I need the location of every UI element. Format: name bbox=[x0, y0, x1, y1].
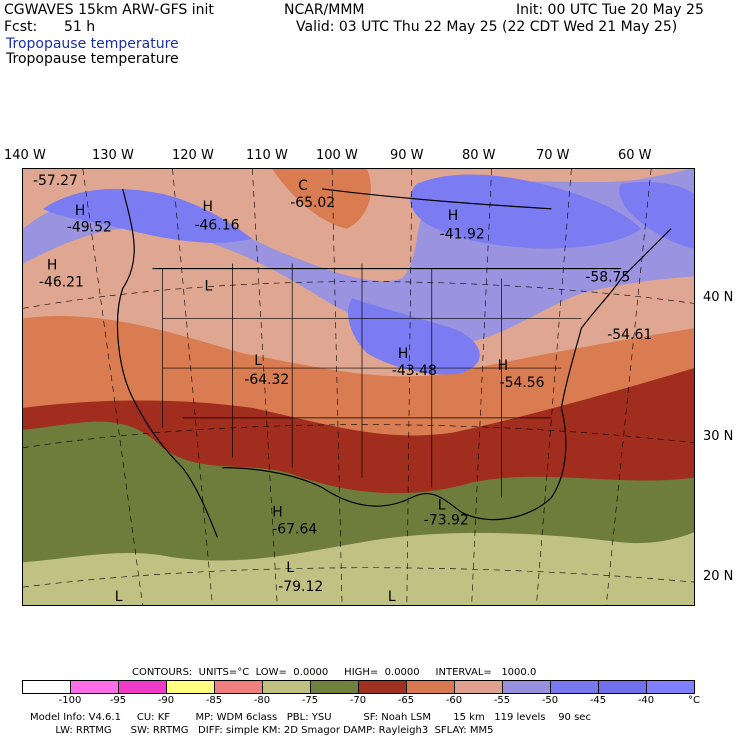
map-low-marker: L bbox=[254, 353, 262, 369]
colorbar-unit: °C bbox=[688, 695, 700, 706]
colorbar-tick: -45 bbox=[589, 695, 607, 706]
lon-label: 60 W bbox=[618, 148, 652, 163]
field-title-blue: Tropopause temperature bbox=[6, 36, 179, 52]
map-high-marker: H bbox=[448, 208, 458, 224]
colorbar-tick: -85 bbox=[205, 695, 223, 706]
colorbar-swatch bbox=[215, 681, 263, 693]
map-low-marker: L bbox=[204, 278, 212, 294]
colorbar-swatch bbox=[647, 681, 694, 693]
contour-info: CONTOURS: UNITS=°C LOW= 0.0000 HIGH= 0.0… bbox=[132, 667, 537, 678]
colorbar-swatch bbox=[359, 681, 407, 693]
forecast-label: Fcst: bbox=[4, 19, 38, 35]
colorbar-tick: -60 bbox=[445, 695, 463, 706]
map-low-marker: L bbox=[438, 497, 446, 513]
lon-label: 80 W bbox=[462, 148, 496, 163]
header-title: CGWAVES 15km ARW-GFS init bbox=[4, 2, 214, 18]
colorbar-tick: -100 bbox=[58, 695, 82, 706]
lon-label: 120 W bbox=[172, 148, 214, 163]
map-high-marker: H bbox=[398, 346, 408, 362]
colorbar-tick: -70 bbox=[349, 695, 367, 706]
field-blue-ne-corner bbox=[619, 181, 694, 249]
colorbar-swatch bbox=[71, 681, 119, 693]
colorbar-swatch bbox=[311, 681, 359, 693]
lat-label: 40 N bbox=[703, 290, 734, 305]
map-low-marker: L bbox=[115, 589, 123, 605]
colorbar-swatch bbox=[503, 681, 551, 693]
field-blue-central bbox=[348, 298, 480, 375]
colorbar-swatch bbox=[167, 681, 215, 693]
map-value-label: -41.92 bbox=[440, 227, 485, 243]
colorbar-tick: -75 bbox=[301, 695, 319, 706]
field-title-black: Tropopause temperature bbox=[6, 51, 179, 67]
map-high-marker: H bbox=[498, 358, 508, 374]
lon-label: 70 W bbox=[536, 148, 570, 163]
field-blue-northeast bbox=[410, 174, 642, 249]
colorbar-swatch bbox=[599, 681, 647, 693]
map-high-marker: H bbox=[202, 199, 212, 215]
forecast-value: 51 h bbox=[64, 19, 96, 35]
field-orange-north bbox=[272, 169, 371, 229]
map-high-marker: H bbox=[47, 258, 57, 274]
lon-label: 90 W bbox=[390, 148, 424, 163]
model-info-line2: LW: RRTMG SW: RRTMG DIFF: simple KM: 2D … bbox=[30, 725, 494, 736]
lon-label: 110 W bbox=[246, 148, 288, 163]
colorbar-tick: -55 bbox=[493, 695, 511, 706]
graticule bbox=[23, 169, 694, 605]
header-init: Init: 00 UTC Tue 20 May 25 bbox=[516, 2, 704, 18]
header-org: NCAR/MMM bbox=[284, 2, 365, 18]
map-low-marker: L bbox=[286, 560, 294, 576]
map-high-marker: H bbox=[272, 504, 282, 520]
map-value-label: -65.02 bbox=[290, 195, 335, 211]
map-value-label: -58.75 bbox=[585, 269, 630, 285]
tropopause-map: -57.27 H -49.52 H -46.16 C -65.02 H -41.… bbox=[22, 168, 695, 606]
map-value-label: -43.48 bbox=[392, 363, 437, 379]
map-value-label: -57.27 bbox=[33, 173, 78, 189]
field-tan-band bbox=[23, 532, 694, 605]
colorbar-swatch bbox=[23, 681, 71, 693]
coastline-outline bbox=[116, 188, 672, 538]
map-value-label: -46.16 bbox=[194, 218, 239, 234]
colorbar-tick: -40 bbox=[637, 695, 655, 706]
lat-label: 30 N bbox=[703, 429, 734, 444]
colorbar-tick: -80 bbox=[253, 695, 271, 706]
map-value-label: -46.21 bbox=[39, 274, 84, 290]
model-info-line1: Model Info: V4.6.1 CU: KF MP: WDM 6class… bbox=[30, 712, 591, 723]
map-value-label: -67.64 bbox=[272, 521, 317, 537]
map-value-label: -54.56 bbox=[500, 375, 545, 391]
state-borders bbox=[162, 263, 582, 498]
field-blue-upper-left bbox=[42, 188, 253, 243]
colorbar-swatch bbox=[119, 681, 167, 693]
colorbar bbox=[22, 680, 695, 694]
map-value-label: -73.92 bbox=[424, 512, 469, 528]
colorbar-swatch bbox=[455, 681, 503, 693]
colorbar-tick: -95 bbox=[109, 695, 127, 706]
colorbar-swatch bbox=[407, 681, 455, 693]
map-value-label: -79.12 bbox=[278, 579, 323, 595]
map-center-marker: C bbox=[298, 178, 308, 194]
colorbar-tick: -90 bbox=[157, 695, 175, 706]
header-valid: Valid: 03 UTC Thu 22 May 25 (22 CDT Wed … bbox=[296, 19, 678, 35]
lat-label: 20 N bbox=[703, 569, 734, 584]
colorbar-tick: -65 bbox=[397, 695, 415, 706]
map-high-marker: H bbox=[75, 203, 85, 219]
lon-label: 100 W bbox=[316, 148, 358, 163]
map-value-label: -49.52 bbox=[67, 220, 112, 236]
map-value-label: -54.61 bbox=[607, 327, 652, 343]
map-low-marker: L bbox=[388, 589, 396, 605]
field-pink-upper bbox=[23, 169, 694, 282]
colorbar-swatch bbox=[551, 681, 599, 693]
lon-label: 140 W bbox=[4, 148, 46, 163]
colorbar-tick: -50 bbox=[541, 695, 559, 706]
lon-label: 130 W bbox=[92, 148, 134, 163]
map-value-label: -64.32 bbox=[244, 372, 289, 388]
colorbar-swatch bbox=[263, 681, 311, 693]
